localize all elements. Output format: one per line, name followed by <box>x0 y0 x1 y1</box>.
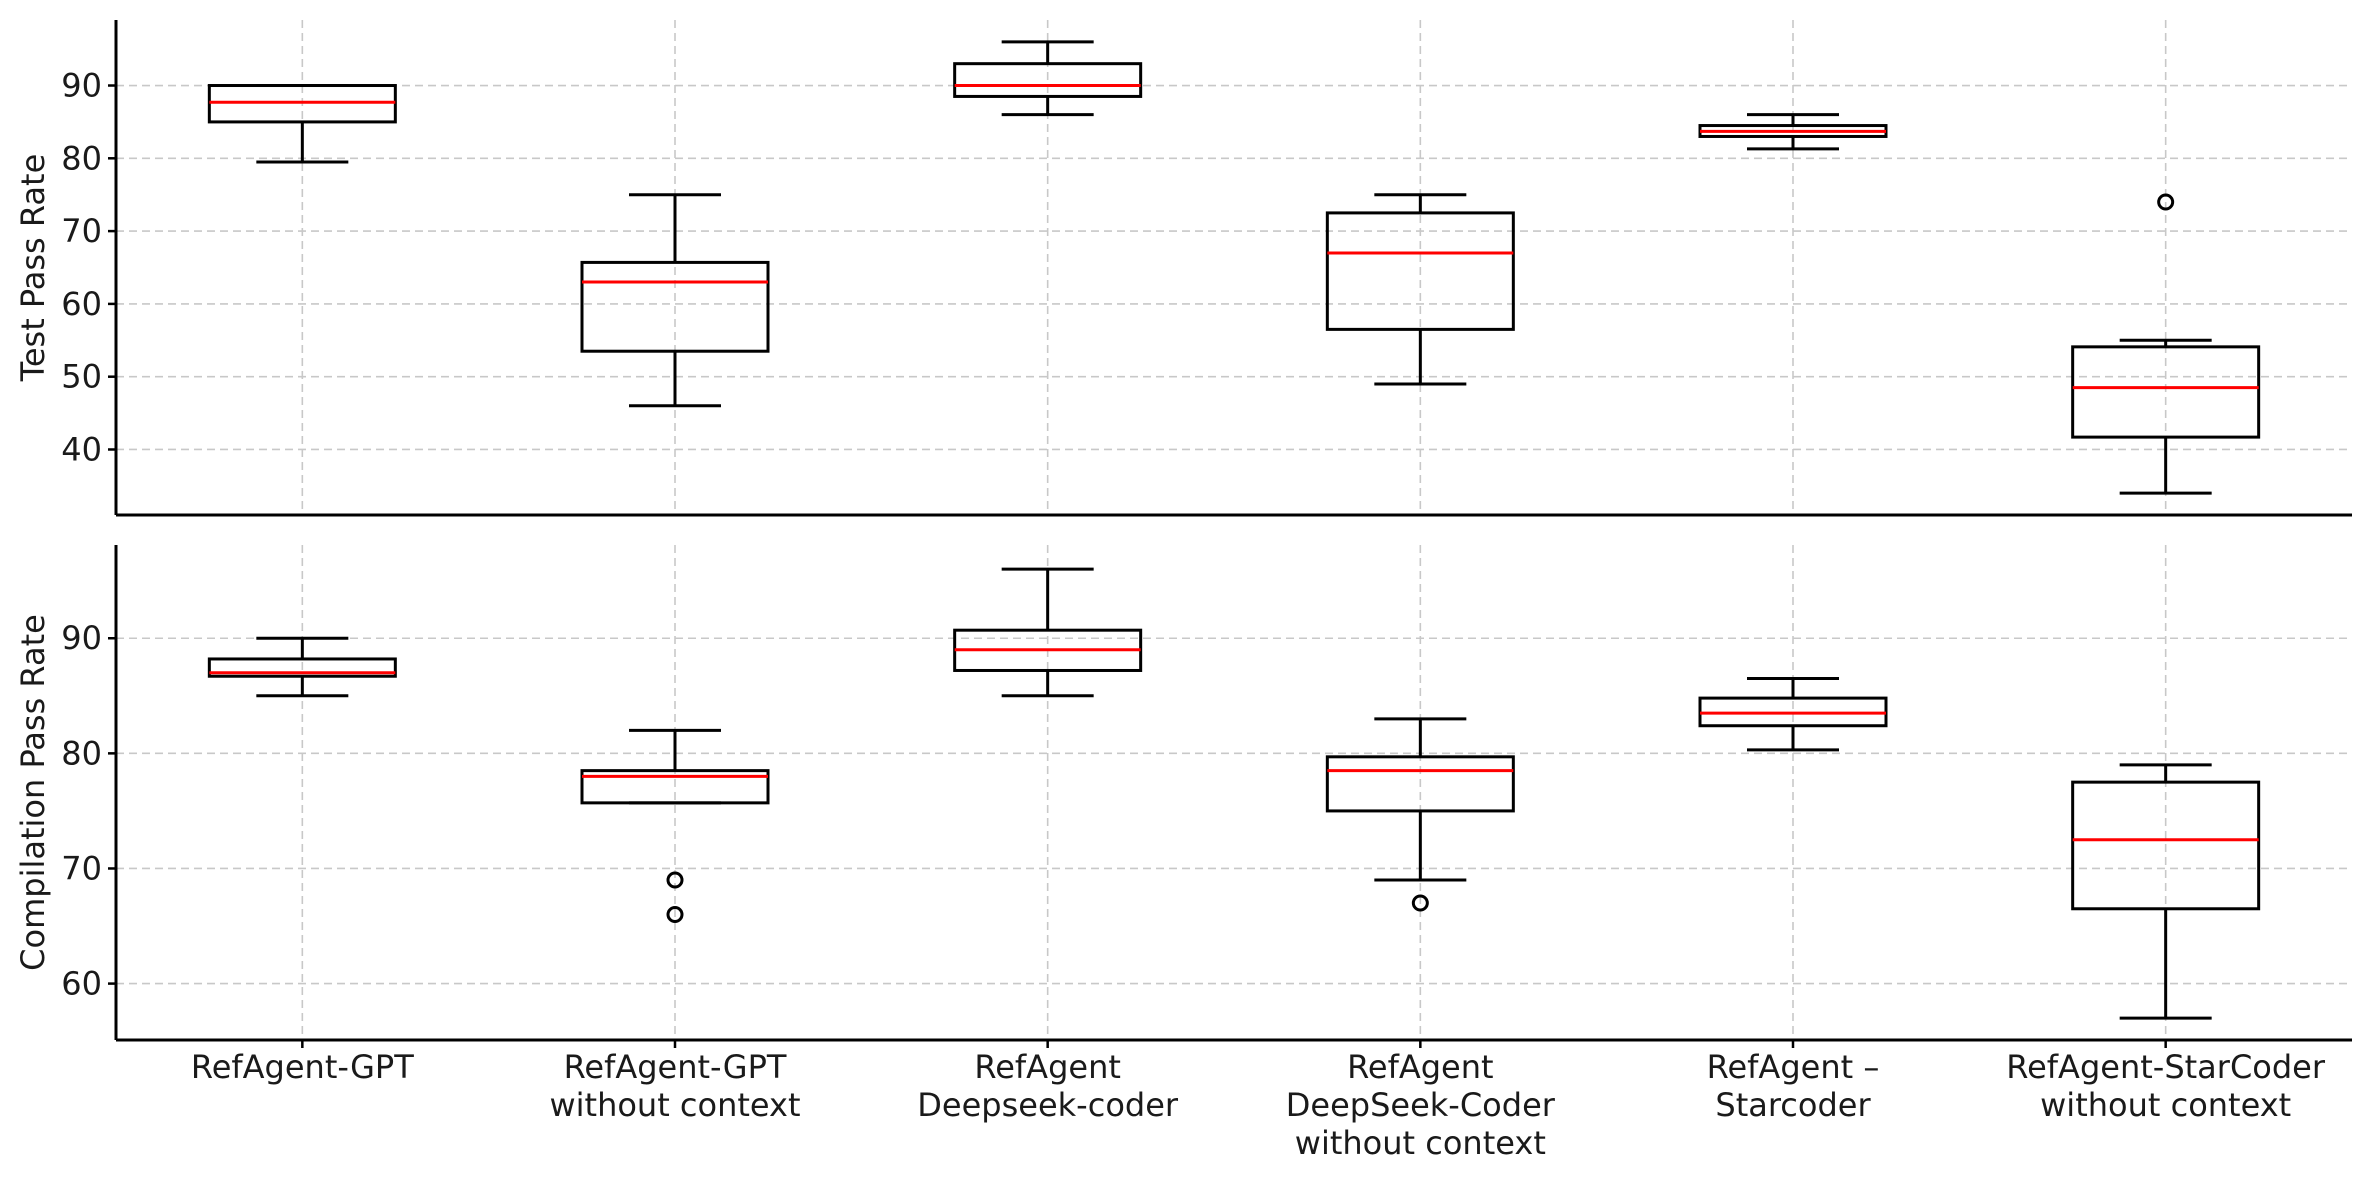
box-iqr <box>953 62 1143 98</box>
y-tick-label: 60 <box>61 285 102 323</box>
y-tick-label: 60 <box>61 965 102 1003</box>
box-group <box>580 193 770 408</box>
box-group <box>207 636 397 698</box>
y-tick-label: 70 <box>61 212 102 250</box>
box-iqr <box>1325 211 1515 331</box>
x-tick-label-line: without context <box>549 1086 800 1124</box>
box-iqr <box>2071 780 2261 911</box>
outlier-point <box>1411 894 1429 912</box>
x-tick-label: RefAgent – Starcoder <box>1707 1048 1880 1124</box>
x-tick-label: RefAgent-GPT without context <box>549 1048 800 1124</box>
box-group <box>953 567 1143 698</box>
x-tick-label-line: Starcoder <box>1715 1086 1871 1124</box>
box-group <box>1325 193 1515 386</box>
y-tick-label: 40 <box>61 430 102 468</box>
x-tick-label-line: DeepSeek-Coder <box>1286 1086 1556 1124</box>
x-tick-label: RefAgent-StarCoder without context <box>2006 1048 2326 1124</box>
x-tick-label-line: without context <box>2040 1086 2291 1124</box>
test-pass-rate-panel: 40 50 60 70 80 90 Test Pass Rate <box>14 20 2352 517</box>
category-labels: RefAgent-GPT RefAgent-GPT without contextR… <box>191 1040 2326 1162</box>
box-group <box>1698 113 1888 151</box>
x-tick-label: RefAgent Deepseek-coder <box>917 1048 1179 1124</box>
y-tick-label: 90 <box>61 619 102 657</box>
y-tick-label: 80 <box>61 139 102 177</box>
y-axis-label: Test Pass Rate <box>14 154 52 383</box>
y-tick-label: 70 <box>61 849 102 887</box>
y-tick-label: 50 <box>61 358 102 396</box>
x-tick-label-line: Deepseek-coder <box>917 1086 1179 1124</box>
x-tick-label-line: RefAgent <box>974 1048 1120 1086</box>
outlier-point <box>2157 193 2175 211</box>
x-tick-label-line: RefAgent <box>1347 1048 1493 1086</box>
x-tick-label-line: without context <box>1295 1124 1546 1162</box>
x-tick-label-line: RefAgent-GPT <box>564 1048 787 1086</box>
x-tick-label: RefAgent-GPT <box>191 1048 414 1086</box>
x-tick-label: RefAgent DeepSeek-Coder without context <box>1286 1048 1556 1162</box>
box-group <box>207 84 397 164</box>
box-group <box>953 40 1143 117</box>
outlier-point <box>666 906 684 924</box>
box-iqr <box>580 260 770 353</box>
x-tick-label-line: RefAgent-StarCoder <box>2006 1048 2326 1086</box>
box-group <box>2071 193 2261 495</box>
box-group <box>580 728 770 924</box>
y-tick-label: 80 <box>61 734 102 772</box>
box-group <box>2071 763 2261 1020</box>
box-iqr <box>580 769 770 805</box>
box-iqr <box>2071 345 2261 439</box>
box-group <box>1698 677 1888 752</box>
y-tick-label: 90 <box>61 67 102 105</box>
outlier-point <box>666 871 684 889</box>
y-axis-label: Compilation Pass Rate <box>14 614 52 971</box>
x-tick-label-line: RefAgent – <box>1707 1048 1880 1086</box>
box-iqr <box>1325 755 1515 813</box>
x-tick-label-line: RefAgent-GPT <box>191 1048 414 1086</box>
box-group <box>1325 717 1515 912</box>
box-iqr <box>207 657 397 678</box>
